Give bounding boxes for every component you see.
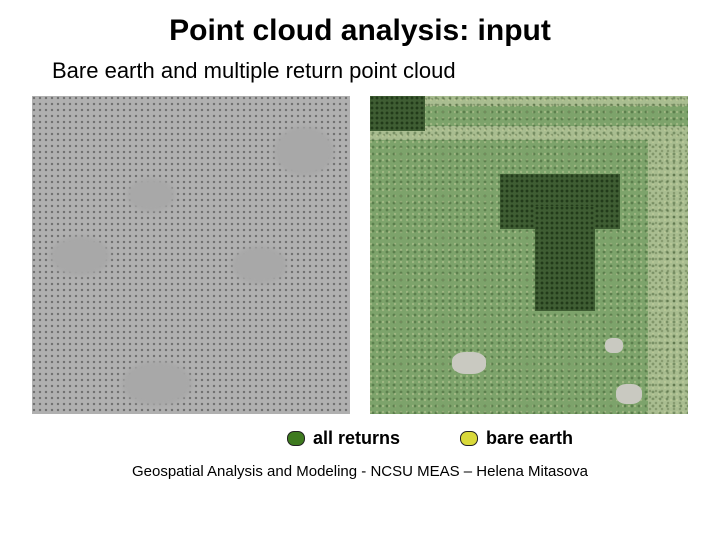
vegetation-texture <box>370 96 688 414</box>
dark-vegetation-block <box>370 96 425 131</box>
footer-attribution: Geospatial Analysis and Modeling - NCSU … <box>0 463 720 480</box>
panel-row <box>0 96 720 414</box>
bare-patch <box>605 338 623 353</box>
smooth-patch <box>127 178 175 212</box>
dark-vegetation-block <box>535 206 595 311</box>
legend-label-all-returns: all returns <box>313 428 400 449</box>
legend-label-bare-earth: bare earth <box>486 428 573 449</box>
legend: all returns bare earth <box>140 428 720 449</box>
bare-patch <box>616 384 642 404</box>
smooth-patch <box>232 246 287 284</box>
legend-item-bare-earth: bare earth <box>460 428 573 449</box>
panel-multiple-return <box>370 96 688 414</box>
bare-patch <box>452 352 486 374</box>
smooth-patch <box>274 126 334 176</box>
smooth-patch <box>50 236 110 276</box>
legend-item-all-returns: all returns <box>287 428 400 449</box>
panel-bare-earth <box>32 96 350 414</box>
slide-subtitle: Bare earth and multiple return point clo… <box>52 58 720 84</box>
smooth-patch <box>122 361 192 406</box>
swatch-bare-earth <box>460 431 478 446</box>
swatch-all-returns <box>287 431 305 446</box>
slide-title: Point cloud analysis: input <box>0 14 720 48</box>
